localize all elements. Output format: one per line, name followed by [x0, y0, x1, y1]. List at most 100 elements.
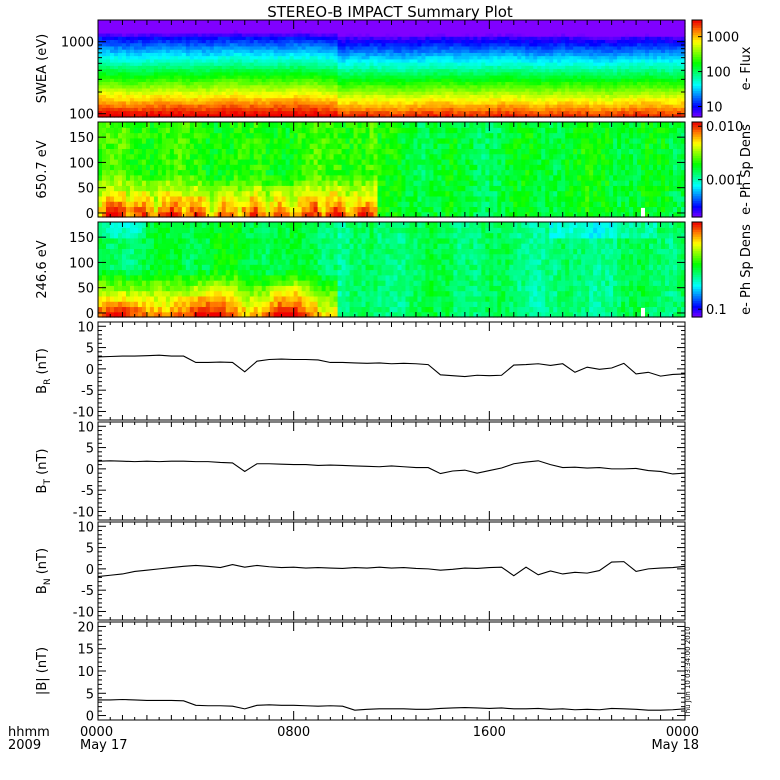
swea-spectrogram-cell	[485, 81, 490, 86]
swea-spectrogram-cell	[561, 68, 566, 73]
swea-spectrogram-cell	[549, 58, 554, 63]
swea-spectrogram-cell	[509, 26, 514, 31]
swea-spectrogram-cell	[369, 42, 375, 47]
swea-spectrogram-cell	[441, 97, 447, 102]
swea-spectrogram-cell	[149, 100, 155, 105]
swea-spectrogram-cell	[337, 49, 343, 53]
swea-spectrogram-cell	[473, 29, 478, 34]
swea-spectrogram-cell	[153, 78, 159, 83]
swea-spectrogram-cell	[537, 36, 542, 40]
swea-spectrogram-cell	[393, 100, 399, 105]
swea-spectrogram-cell	[273, 87, 279, 92]
swea-spectrogram-cell	[397, 100, 403, 105]
swea-spectrogram-cell	[185, 39, 191, 44]
swea-spectrogram-cell	[517, 81, 522, 86]
swea-spectrogram-cell	[433, 84, 439, 89]
swea-spectrogram-cell	[309, 23, 315, 28]
swea-spectrogram-cell	[653, 29, 658, 34]
swea-spectrogram-cell	[637, 91, 642, 95]
swea-spectrogram-cell	[273, 29, 279, 34]
pad650-spectrogram-cell	[169, 158, 175, 165]
swea-spectrogram-cell	[509, 45, 514, 50]
swea-spectrogram-cell	[645, 78, 650, 83]
swea-spectrogram-cell	[117, 100, 123, 105]
swea-spectrogram-cell	[181, 20, 187, 24]
swea-spectrogram-cell	[369, 36, 375, 40]
swea-spectrogram-cell	[661, 55, 666, 60]
swea-spectrogram-cell	[105, 36, 111, 40]
swea-spectrogram-cell	[253, 107, 259, 112]
swea-spectrogram-cell	[285, 104, 291, 108]
swea-spectrogram-cell	[601, 113, 606, 118]
swea-spectrogram-cell	[541, 97, 546, 102]
swea-spectrogram-cell	[157, 23, 163, 28]
swea-spectrogram-cell	[621, 42, 626, 47]
swea-spectrogram-cell	[429, 52, 435, 57]
pad650-spectrogram-cell	[157, 180, 163, 186]
swea-spectrogram-cell	[373, 29, 379, 34]
swea-spectrogram-cell	[133, 84, 139, 89]
swea-spectrogram-cell	[617, 26, 622, 31]
swea-spectrogram-cell	[509, 91, 514, 95]
swea-spectrogram-cell	[573, 97, 578, 102]
swea-spectrogram-cell	[465, 55, 470, 60]
swea-spectrogram-cell	[225, 39, 231, 44]
swea-spectrogram-cell	[281, 104, 287, 108]
swea-spectrogram-cell	[273, 81, 279, 86]
swea-spectrogram-cell	[129, 62, 135, 66]
swea-spectrogram-cell	[413, 100, 419, 105]
swea-spectrogram-cell	[281, 58, 287, 63]
swea-spectrogram-cell	[177, 84, 183, 89]
swea-spectrogram-cell	[585, 81, 590, 86]
swea-spectrogram-cell	[253, 100, 259, 105]
swea-spectrogram-cell	[345, 81, 351, 86]
pad650-spectrogram-cell	[149, 185, 155, 192]
swea-spectrogram-cell	[349, 32, 355, 37]
swea-spectrogram-cell	[145, 29, 151, 34]
swea-spectrogram-cell	[661, 36, 666, 40]
swea-spectrogram-cell	[341, 39, 347, 44]
swea-spectrogram-cell	[461, 71, 466, 76]
swea-spectrogram-cell	[625, 94, 630, 99]
pad650-spectrogram-cell	[185, 211, 191, 218]
swea-spectrogram-cell	[457, 62, 462, 66]
swea-spectrogram-cell	[473, 74, 478, 79]
swea-spectrogram-cell	[317, 71, 323, 76]
swea-spectrogram-cell	[541, 100, 546, 105]
swea-spectrogram-cell	[649, 71, 654, 76]
swea-spectrogram-cell	[121, 81, 127, 86]
swea-spectrogram-cell	[445, 107, 451, 112]
swea-spectrogram-cell	[261, 113, 267, 118]
swea-spectrogram-cell	[501, 107, 506, 112]
swea-spectrogram-cell	[641, 91, 646, 95]
swea-spectrogram-cell	[373, 87, 379, 92]
swea-spectrogram-cell	[545, 52, 550, 57]
swea-spectrogram-cell	[413, 81, 419, 86]
swea-spectrogram-cell	[569, 68, 574, 73]
swea-spectrogram-cell	[413, 29, 419, 34]
swea-spectrogram-cell	[357, 49, 363, 53]
swea-spectrogram-cell	[501, 42, 506, 47]
swea-spectrogram-cell	[341, 42, 347, 47]
swea-spectrogram-cell	[389, 81, 395, 86]
swea-spectrogram-cell	[309, 97, 315, 102]
pad650-spectrogram-cell	[165, 164, 171, 171]
swea-spectrogram-cell	[665, 20, 670, 24]
swea-spectrogram-cell	[385, 100, 391, 105]
swea-spectrogram-cell	[493, 26, 498, 31]
swea-spectrogram-cell	[461, 39, 466, 44]
swea-spectrogram-cell	[673, 104, 678, 108]
swea-spectrogram-cell	[161, 20, 167, 24]
pad650-spectrogram-cell	[105, 174, 111, 181]
swea-spectrogram-cell	[433, 97, 439, 102]
swea-spectrogram-cell	[393, 113, 399, 118]
swea-spectrogram-cell	[141, 58, 147, 63]
swea-spectrogram-cell	[481, 81, 486, 86]
swea-spectrogram-cell	[265, 100, 271, 105]
swea-spectrogram-cell	[101, 32, 107, 37]
swea-spectrogram-cell	[397, 71, 403, 76]
swea-spectrogram-cell	[313, 23, 319, 28]
swea-spectrogram-cell	[185, 36, 191, 40]
swea-spectrogram-cell	[325, 26, 331, 31]
swea-spectrogram-cell	[153, 26, 159, 31]
